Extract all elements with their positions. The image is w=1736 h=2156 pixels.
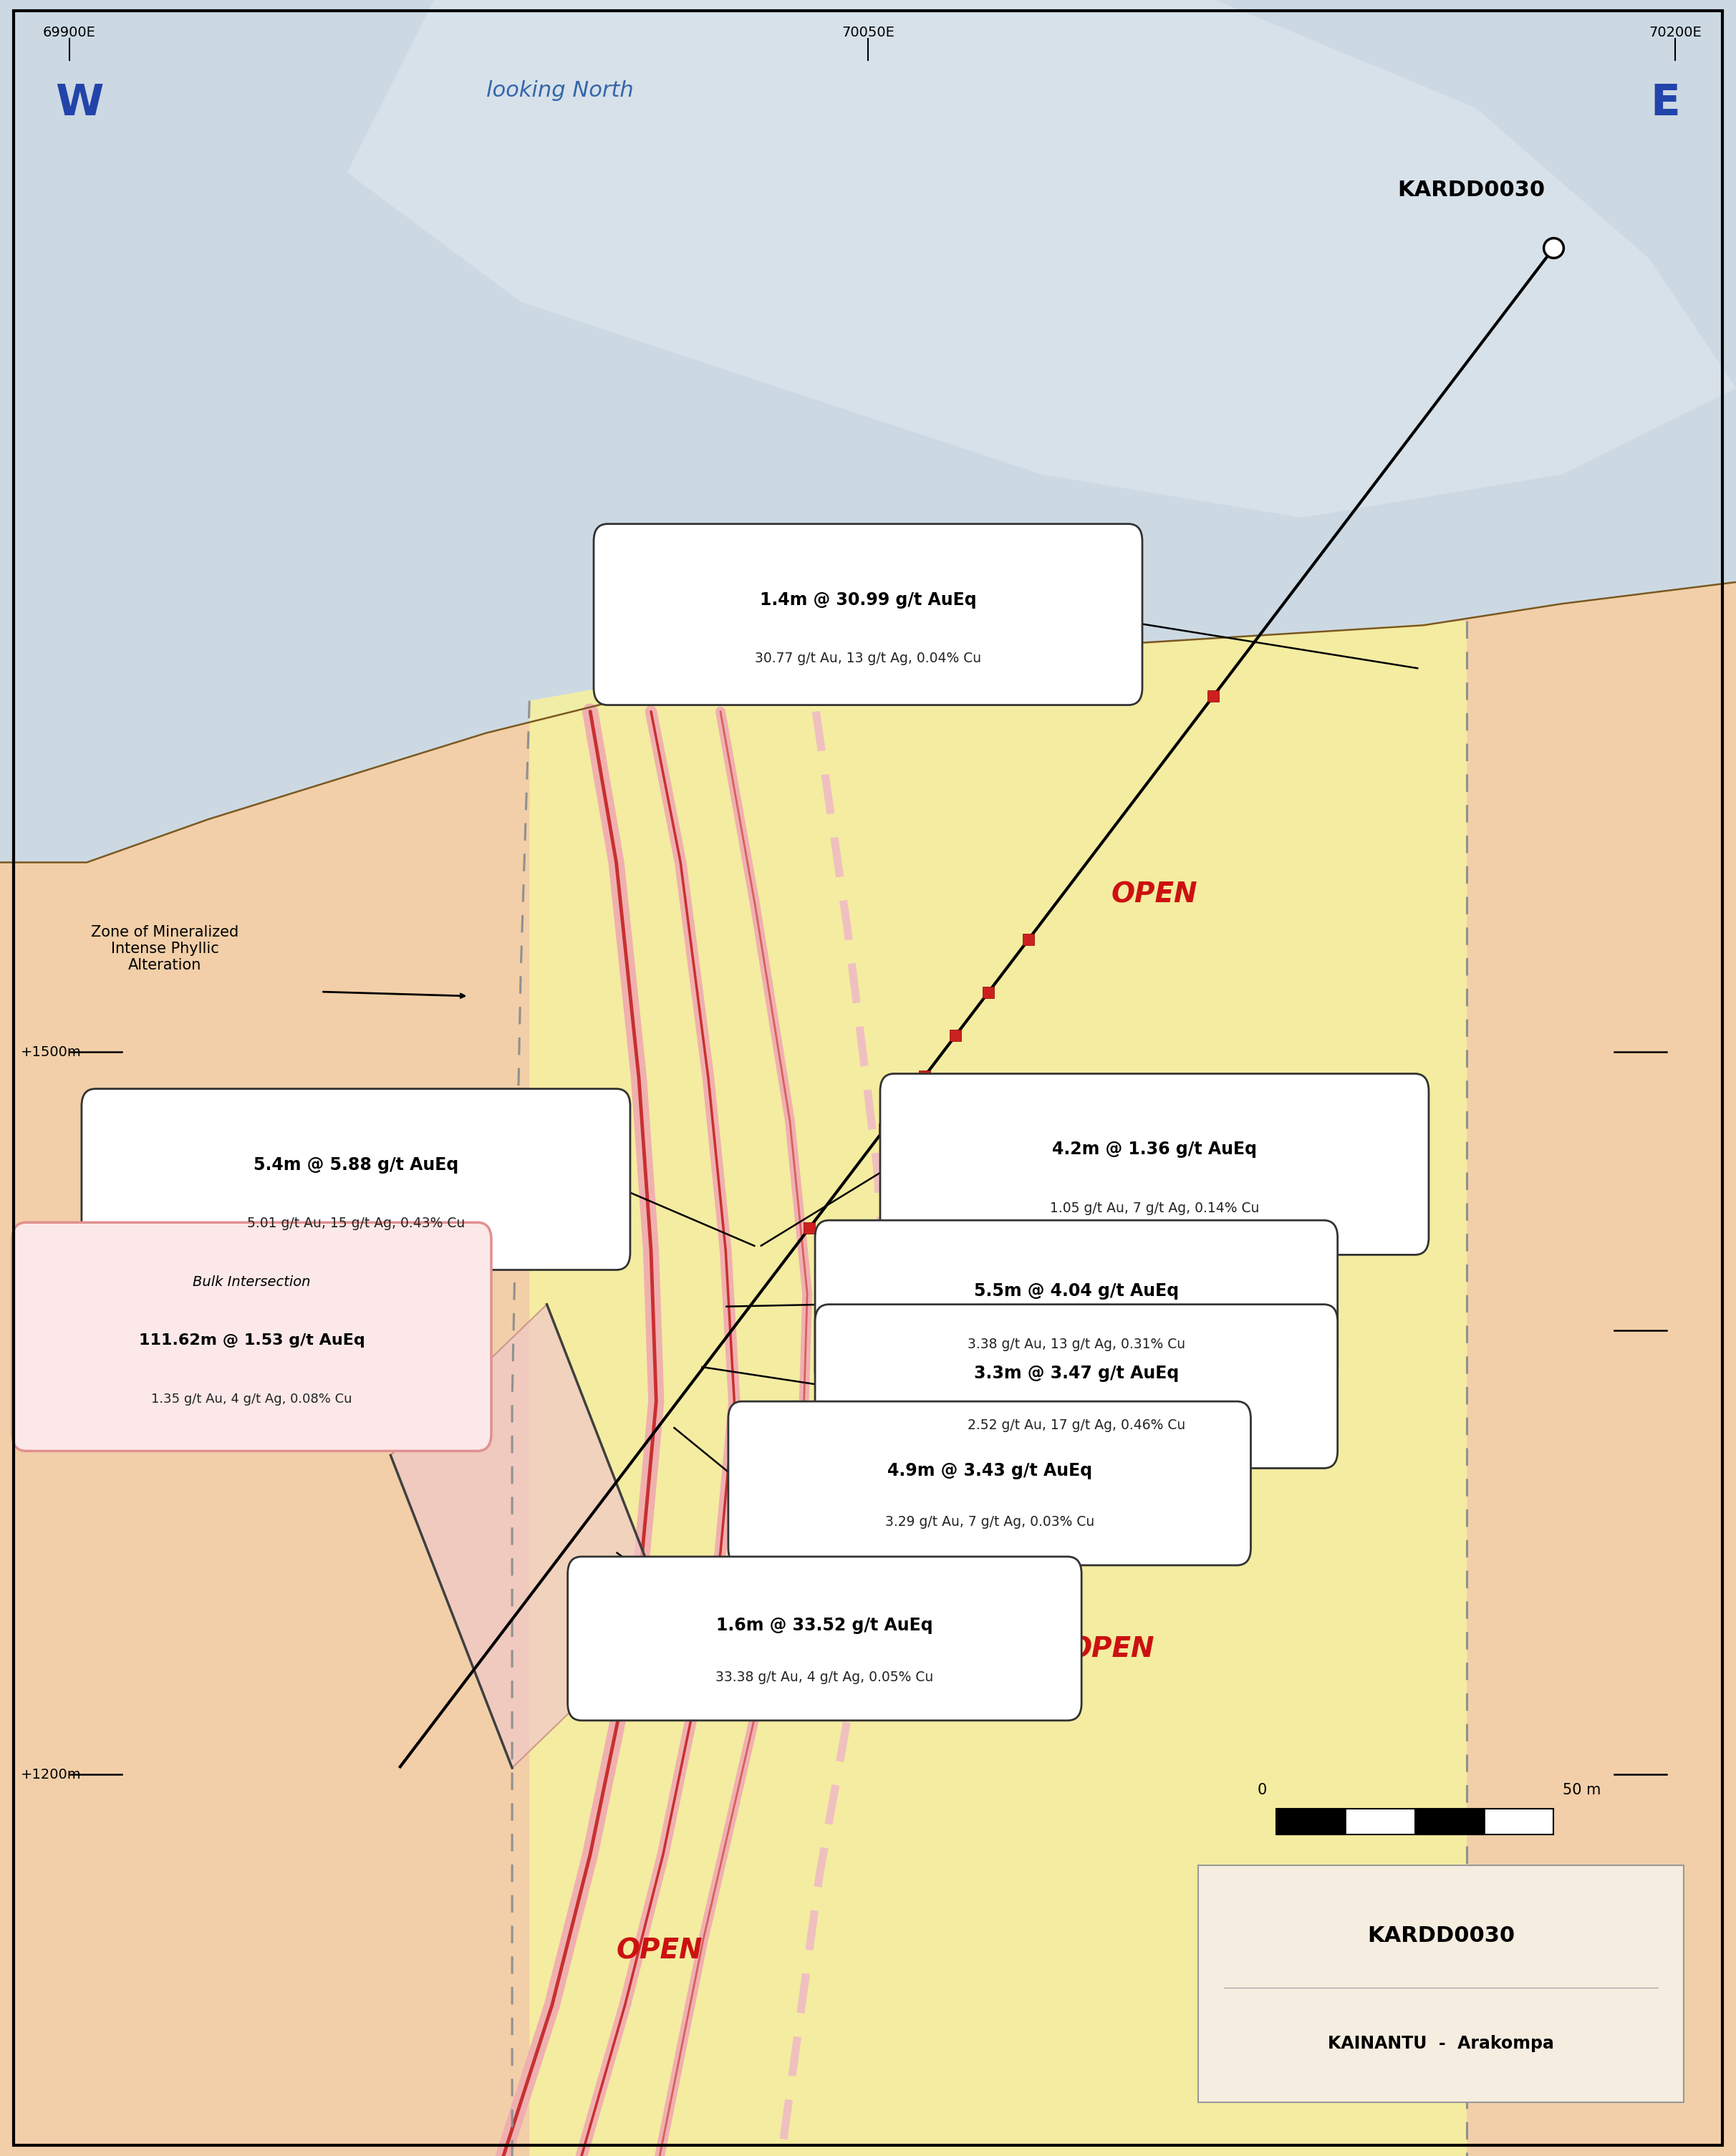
Text: 5.5m @ 4.04 g/t AuEq: 5.5m @ 4.04 g/t AuEq — [974, 1283, 1179, 1300]
Text: E: E — [1651, 82, 1680, 125]
Text: 3.3m @ 3.47 g/t AuEq: 3.3m @ 3.47 g/t AuEq — [974, 1365, 1179, 1382]
FancyBboxPatch shape — [816, 1304, 1337, 1468]
Polygon shape — [0, 0, 1736, 862]
Bar — [1276, 1809, 1345, 1835]
Polygon shape — [347, 0, 1736, 517]
Text: 3.29 g/t Au, 7 g/t Ag, 0.03% Cu: 3.29 g/t Au, 7 g/t Ag, 0.03% Cu — [885, 1516, 1094, 1529]
Text: 5.01 g/t Au, 15 g/t Ag, 0.43% Cu: 5.01 g/t Au, 15 g/t Ag, 0.43% Cu — [247, 1216, 465, 1231]
Text: +1200m: +1200m — [21, 1768, 82, 1781]
Text: W: W — [56, 82, 104, 125]
Text: 1.35 g/t Au, 4 g/t Ag, 0.08% Cu: 1.35 g/t Au, 4 g/t Ag, 0.08% Cu — [151, 1393, 352, 1406]
Bar — [1345, 1809, 1415, 1835]
Polygon shape — [391, 1304, 668, 1768]
FancyBboxPatch shape — [12, 1222, 491, 1451]
Text: 50 m: 50 m — [1562, 1783, 1601, 1798]
Text: 33.38 g/t Au, 4 g/t Ag, 0.05% Cu: 33.38 g/t Au, 4 g/t Ag, 0.05% Cu — [715, 1671, 934, 1684]
Text: KAINANTU  -  Arakompa: KAINANTU - Arakompa — [1328, 2035, 1554, 2053]
Text: KARDD0030: KARDD0030 — [1397, 179, 1545, 201]
FancyBboxPatch shape — [816, 1220, 1337, 1388]
Text: 1.05 g/t Au, 7 g/t Ag, 0.14% Cu: 1.05 g/t Au, 7 g/t Ag, 0.14% Cu — [1050, 1201, 1259, 1216]
Text: Bulk Intersection: Bulk Intersection — [193, 1276, 311, 1289]
Text: +1350m: +1350m — [21, 1324, 82, 1337]
FancyBboxPatch shape — [1198, 1865, 1684, 2102]
Text: OPEN: OPEN — [1068, 1636, 1154, 1662]
Text: OPEN: OPEN — [1111, 882, 1198, 908]
Text: 30.77 g/t Au, 13 g/t Ag, 0.04% Cu: 30.77 g/t Au, 13 g/t Ag, 0.04% Cu — [755, 651, 981, 666]
Text: 4.2m @ 1.36 g/t AuEq: 4.2m @ 1.36 g/t AuEq — [1052, 1141, 1257, 1158]
FancyBboxPatch shape — [82, 1089, 630, 1270]
Text: KARDD0030: KARDD0030 — [1366, 1925, 1516, 1947]
Text: 70200E: 70200E — [1649, 26, 1701, 39]
FancyBboxPatch shape — [880, 1074, 1429, 1255]
Bar — [1484, 1809, 1554, 1835]
Text: looking North: looking North — [486, 80, 634, 101]
Text: 0: 0 — [1257, 1783, 1267, 1798]
Text: 2.52 g/t Au, 17 g/t Ag, 0.46% Cu: 2.52 g/t Au, 17 g/t Ag, 0.46% Cu — [967, 1419, 1186, 1432]
Text: 1.4m @ 30.99 g/t AuEq: 1.4m @ 30.99 g/t AuEq — [760, 591, 976, 608]
Text: Zone of Mineralized
Intense Phyllic
Alteration: Zone of Mineralized Intense Phyllic Alte… — [90, 925, 240, 972]
Text: 69900E: 69900E — [43, 26, 95, 39]
Text: +1500m: +1500m — [21, 1046, 82, 1059]
Text: 1.6m @ 33.52 g/t AuEq: 1.6m @ 33.52 g/t AuEq — [717, 1617, 932, 1634]
Text: 111.62m @ 1.53 g/t AuEq: 111.62m @ 1.53 g/t AuEq — [139, 1332, 365, 1348]
Text: OPEN: OPEN — [616, 1938, 703, 1964]
Text: 5.4m @ 5.88 g/t AuEq: 5.4m @ 5.88 g/t AuEq — [253, 1156, 458, 1173]
Polygon shape — [529, 621, 1467, 2156]
Text: 3.38 g/t Au, 13 g/t Ag, 0.31% Cu: 3.38 g/t Au, 13 g/t Ag, 0.31% Cu — [967, 1337, 1186, 1352]
FancyBboxPatch shape — [729, 1401, 1250, 1565]
FancyBboxPatch shape — [594, 524, 1142, 705]
Text: 70050E: 70050E — [842, 26, 894, 39]
Text: 4.9m @ 3.43 g/t AuEq: 4.9m @ 3.43 g/t AuEq — [887, 1462, 1092, 1479]
Bar — [1415, 1809, 1484, 1835]
FancyBboxPatch shape — [568, 1557, 1082, 1720]
